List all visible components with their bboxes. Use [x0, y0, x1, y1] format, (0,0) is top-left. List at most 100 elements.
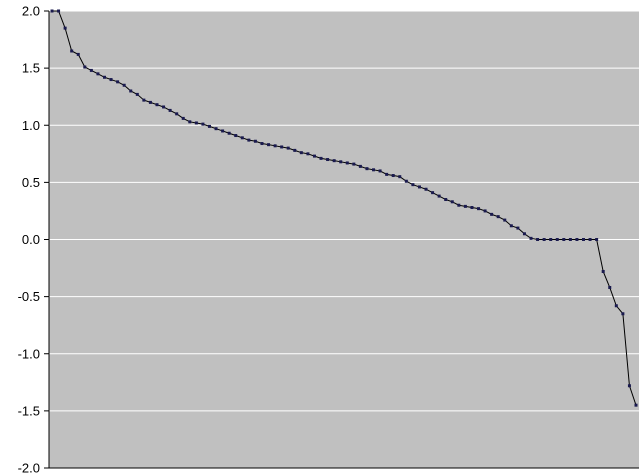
- data-point: [503, 218, 507, 222]
- data-point: [109, 78, 113, 82]
- data-point: [280, 145, 284, 149]
- data-point: [306, 152, 310, 156]
- data-point: [50, 9, 54, 13]
- data-point: [188, 120, 192, 124]
- data-point: [273, 144, 277, 148]
- data-series: [50, 9, 638, 407]
- y-tick-label: 1.5: [22, 61, 40, 76]
- data-point: [555, 238, 559, 241]
- y-tick-label: -0.5: [18, 289, 40, 304]
- data-point: [444, 198, 448, 202]
- data-point: [319, 156, 323, 160]
- data-point: [240, 136, 244, 140]
- y-tick-label: 2.0: [22, 4, 40, 19]
- data-point: [57, 9, 61, 13]
- data-point: [247, 138, 251, 142]
- data-point: [372, 168, 376, 172]
- data-point: [496, 215, 500, 219]
- data-point: [207, 124, 211, 128]
- y-tick-label: -1.0: [18, 346, 40, 361]
- data-point: [194, 121, 198, 125]
- data-point: [148, 100, 152, 104]
- data-point: [529, 236, 533, 240]
- data-point: [562, 238, 566, 241]
- data-point: [352, 162, 356, 166]
- data-point: [522, 232, 526, 236]
- data-point: [181, 116, 185, 120]
- data-point: [568, 238, 572, 241]
- y-tick-label: 0.5: [22, 175, 40, 190]
- y-tick-label: 0.0: [22, 232, 40, 247]
- data-point: [122, 83, 126, 87]
- data-point: [411, 183, 415, 187]
- data-point: [214, 127, 218, 131]
- y-tick-label: -1.5: [18, 403, 40, 418]
- y-axis: 2.0 1.5 1.0 0.5 0.0 -0.5 -1.0 -1.5 -2.0: [18, 4, 639, 475]
- data-point: [358, 164, 362, 168]
- data-point: [457, 203, 461, 207]
- data-point: [89, 68, 93, 72]
- data-point: [227, 131, 231, 135]
- data-point: [398, 175, 402, 179]
- data-point: [477, 207, 481, 211]
- data-point: [634, 403, 638, 407]
- data-point: [312, 154, 316, 158]
- data-point: [621, 312, 625, 316]
- data-point: [63, 26, 67, 30]
- y-tick-label: -2.0: [18, 461, 40, 475]
- data-point: [601, 269, 605, 273]
- data-point: [175, 112, 179, 116]
- data-point: [345, 161, 349, 165]
- data-point: [450, 200, 454, 204]
- data-point: [293, 148, 297, 152]
- data-point: [582, 238, 586, 241]
- data-point: [299, 151, 303, 155]
- data-point: [116, 80, 120, 84]
- data-point: [267, 143, 271, 147]
- data-point: [463, 204, 467, 208]
- data-point: [614, 304, 618, 308]
- data-point: [286, 146, 290, 150]
- data-point: [588, 238, 592, 241]
- data-point: [365, 167, 369, 171]
- data-point: [332, 159, 336, 163]
- data-point: [437, 194, 441, 198]
- data-point: [96, 72, 100, 76]
- data-point: [536, 238, 540, 241]
- data-point: [142, 98, 146, 102]
- data-point: [162, 105, 166, 109]
- data-point: [490, 212, 494, 216]
- data-point: [326, 158, 330, 162]
- data-point: [417, 185, 421, 189]
- data-point: [168, 108, 172, 112]
- y-tick-label: 1.0: [22, 118, 40, 133]
- data-point: [470, 206, 474, 210]
- data-point: [221, 129, 225, 133]
- data-point: [129, 89, 133, 93]
- data-point: [627, 384, 631, 388]
- data-point: [234, 134, 238, 138]
- data-point: [253, 139, 257, 143]
- data-point: [135, 92, 139, 96]
- data-point: [385, 172, 389, 176]
- data-point: [608, 285, 612, 289]
- data-point: [70, 49, 74, 53]
- data-point: [339, 160, 343, 164]
- data-point: [76, 52, 80, 56]
- data-point: [155, 103, 159, 107]
- data-point: [516, 226, 520, 230]
- data-point: [201, 122, 205, 126]
- data-point: [575, 238, 579, 241]
- data-point: [391, 174, 395, 178]
- data-point: [83, 65, 87, 69]
- data-point: [542, 238, 546, 241]
- data-point: [378, 169, 382, 173]
- data-point: [549, 238, 553, 241]
- data-point: [483, 209, 487, 213]
- data-point: [509, 224, 513, 228]
- data-point: [424, 187, 428, 191]
- data-point: [404, 179, 408, 183]
- data-point: [260, 142, 264, 146]
- data-point: [595, 238, 599, 241]
